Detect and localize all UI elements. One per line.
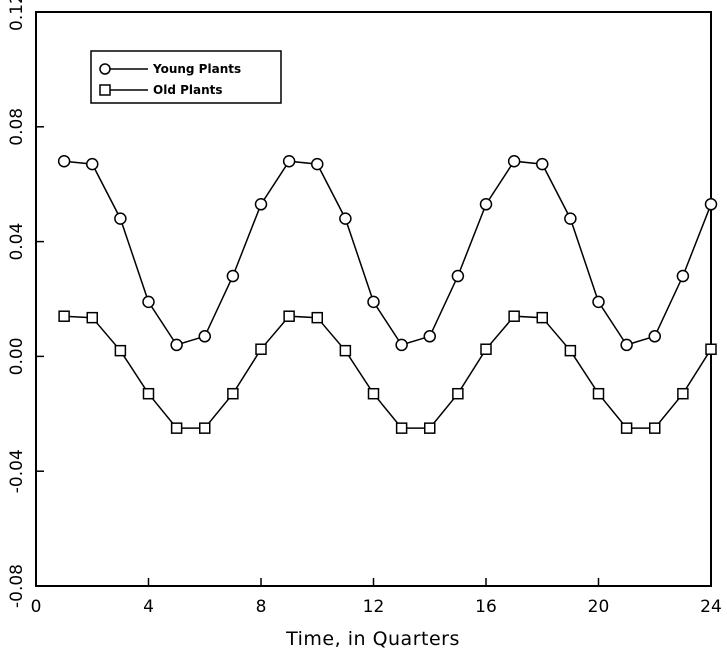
square-data-point [677, 387, 689, 400]
x-tick-label: 0 [31, 597, 42, 617]
y-tick-label: 0.00 [7, 337, 27, 375]
square-data-point [86, 311, 98, 324]
square-data-point [620, 422, 633, 434]
square-data-point [367, 387, 380, 400]
y-tick-label: -0.04 [7, 449, 27, 493]
y-axis-ticks: -0.08 -0.04 0.00 0.04 0.08 0.12 [7, 0, 44, 608]
legend-label: Old Plants [153, 83, 223, 97]
square-data-point [283, 310, 295, 322]
x-axis-ticks: 0 4 8 12 16 20 24 [31, 578, 722, 617]
circle-data-point [704, 198, 718, 211]
circle-data-point [676, 269, 690, 283]
square-data-point [705, 343, 717, 355]
circle-data-point [282, 154, 296, 168]
series-young-plants [57, 154, 718, 352]
circle-data-point [423, 330, 436, 343]
square-data-point [508, 310, 520, 322]
circle-data-point [142, 295, 155, 309]
series-line [64, 315, 712, 429]
circle-data-point [57, 154, 71, 168]
square-data-point [480, 343, 492, 355]
circle-data-point [114, 212, 127, 225]
x-tick-label: 16 [475, 597, 497, 617]
circle-data-point [311, 157, 324, 171]
circle-data-point [86, 157, 99, 171]
square-data-point [649, 422, 661, 434]
legend-box [90, 50, 282, 104]
square-data-point [564, 344, 577, 357]
y-tick-label: 0.12 [7, 0, 27, 31]
circle-data-point [564, 212, 577, 225]
square-data-point [114, 344, 127, 357]
circle-data-point [479, 198, 493, 211]
y-tick-label: 0.04 [7, 223, 27, 261]
circle-data-point [507, 154, 521, 168]
circle-data-point [170, 338, 183, 352]
y-tick-label: -0.08 [7, 564, 27, 608]
x-tick-label: 24 [700, 597, 722, 617]
circle-data-point [339, 212, 352, 225]
series-line [64, 160, 712, 346]
y-tick-label: 0.08 [7, 108, 27, 146]
square-data-point [395, 422, 408, 434]
circle-data-point [536, 157, 549, 171]
x-tick-label: 20 [588, 597, 610, 617]
series-old-plants [58, 310, 717, 434]
square-data-point [536, 311, 548, 324]
circle-data-point [451, 269, 465, 283]
square-data-point [339, 344, 352, 357]
legend-square-marker [99, 84, 111, 96]
square-data-point [170, 422, 183, 434]
square-data-point [58, 310, 70, 322]
series-layer [57, 154, 718, 434]
square-data-point [227, 387, 239, 400]
circle-data-point [254, 198, 268, 211]
x-tick-label: 12 [363, 597, 385, 617]
square-data-point [199, 422, 211, 434]
circle-data-point [648, 330, 661, 343]
square-data-point [142, 387, 155, 400]
square-data-point [311, 311, 323, 324]
x-axis-title: Time, in Quarters [285, 628, 460, 650]
square-data-point [424, 422, 436, 434]
legend: Young Plants Old Plants [90, 50, 282, 104]
legend-circle-marker [99, 63, 111, 75]
circle-data-point [226, 269, 240, 283]
x-tick-label: 8 [256, 597, 267, 617]
circle-data-point [395, 338, 408, 352]
square-data-point [255, 343, 267, 355]
square-data-point [592, 387, 605, 400]
circle-data-point [198, 330, 211, 343]
circle-data-point [367, 295, 380, 309]
square-data-point [452, 387, 464, 400]
circle-data-point [620, 338, 633, 352]
legend-label: Young Plants [152, 62, 241, 76]
circle-data-point [592, 295, 605, 309]
x-tick-label: 4 [143, 597, 154, 617]
